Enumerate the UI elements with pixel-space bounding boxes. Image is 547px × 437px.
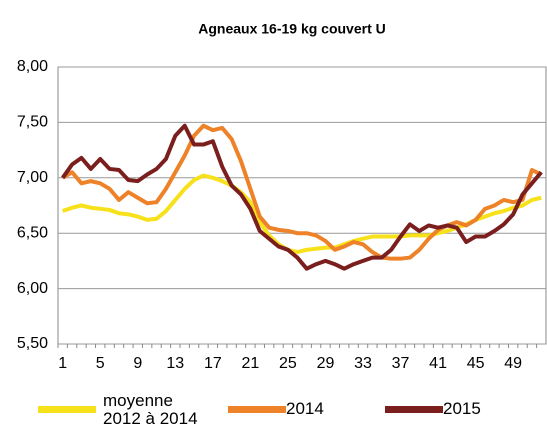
legend-swatch [228,406,286,413]
x-tick-label: 37 [392,355,410,372]
x-tick-label: 41 [429,355,447,372]
series-line [61,123,543,261]
legend-label: 2015 [443,399,481,418]
y-tick-label: 8,00 [17,58,48,75]
x-tick-label: 45 [467,355,485,372]
legend-swatch [385,406,443,413]
legend-label: 2014 [286,399,324,418]
x-tick-label: 29 [317,355,335,372]
x-tick-label: 9 [133,355,142,372]
x-tick-label: 1 [58,355,67,372]
x-tick-label: 49 [504,355,522,372]
y-tick-label: 6,50 [17,224,48,241]
y-tick-label: 7,50 [17,114,48,131]
x-tick-label: 21 [241,355,259,372]
plot-area [57,66,547,345]
series-line [62,173,542,255]
x-tick-label: 5 [96,355,105,372]
x-tick-label: 13 [166,355,184,372]
legend-label: moyenne 2012 à 2014 [103,391,198,428]
chart-title: Agneaux 16-19 kg couvert U [198,21,386,37]
legend-swatch [38,406,96,413]
x-tick-label: 33 [354,355,372,372]
x-tick-label: 25 [279,355,297,372]
y-tick-label: 6,00 [17,280,48,297]
y-tick-label: 5,50 [17,335,48,352]
series-line [61,123,543,271]
y-tick-label: 7,00 [17,169,48,186]
x-tick-label: 17 [204,355,222,372]
